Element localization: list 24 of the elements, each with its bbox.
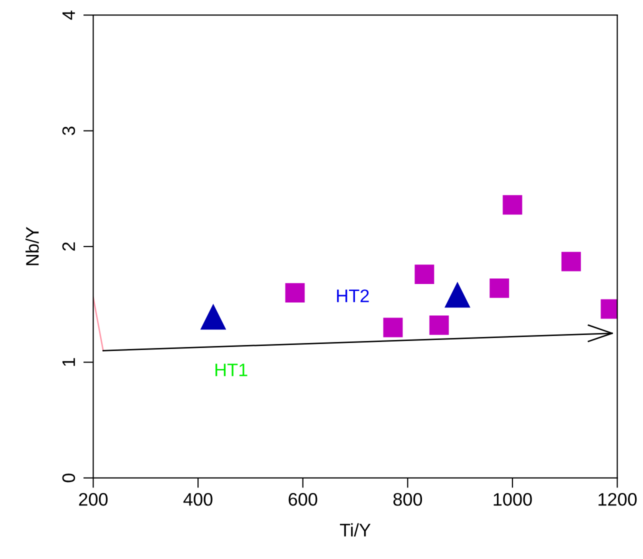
x-tick-label: 200: [79, 493, 108, 506]
annotation: HT2: [337, 289, 369, 302]
point: [414, 264, 434, 284]
y-axis-title: Nb/Y: [26, 226, 39, 266]
point: [561, 252, 581, 272]
y-tick-label: 4: [62, 10, 75, 20]
point: [490, 278, 510, 298]
point: [285, 283, 305, 303]
point: [383, 318, 403, 338]
x-tick-label: 400: [183, 493, 212, 506]
point: [444, 282, 470, 308]
point: [429, 315, 449, 335]
x-tick-label: 1200: [598, 493, 637, 506]
annotation: HT1: [215, 364, 248, 376]
point: [502, 195, 522, 215]
x-tick-label: 1000: [494, 493, 532, 506]
y-tick-label: 1: [62, 358, 75, 366]
y-tick-label: 3: [62, 126, 76, 136]
x-tick-label: 800: [393, 493, 422, 506]
x-tick-label: 600: [288, 493, 318, 506]
y-tick-label: 2: [62, 242, 75, 251]
y-tick-label: 0: [62, 474, 76, 482]
x-axis-title: Ti/Y: [340, 523, 371, 537]
point: [200, 304, 226, 330]
